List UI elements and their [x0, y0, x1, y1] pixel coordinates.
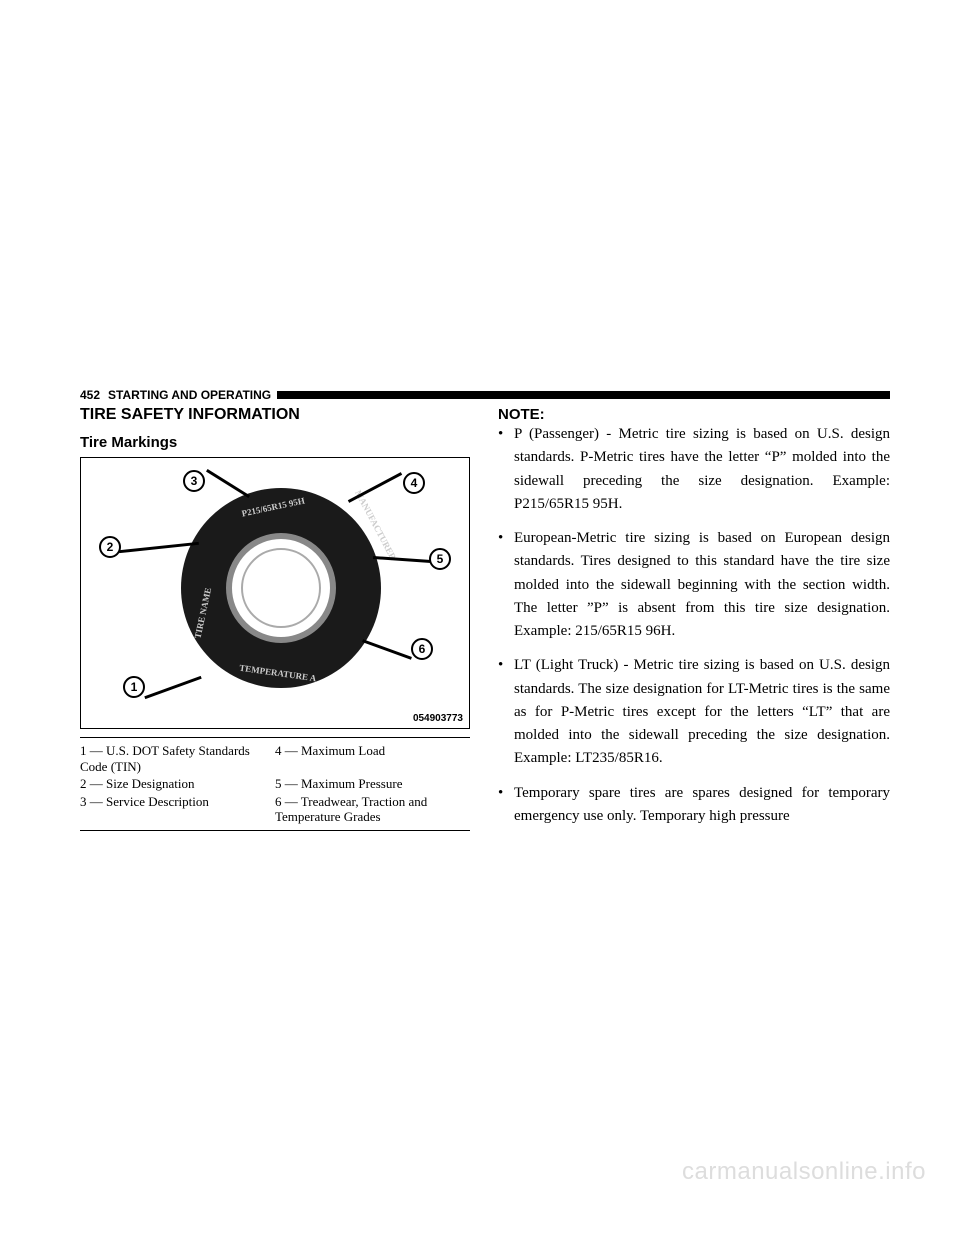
page: 452 STARTING AND OPERATING TIRE SAFETY I… [0, 0, 960, 1242]
bullet-list: P (Passenger) - Metric tire sizing is ba… [498, 423, 890, 828]
legend-right: 4 — Maximum Load [275, 738, 470, 776]
left-column: TIRE SAFETY INFORMATION Tire Markings P2… [80, 406, 470, 839]
legend-left: 1 — U.S. DOT Safety Standards Code (TIN) [80, 738, 275, 776]
page-number: 452 [80, 388, 100, 402]
subsection-title: Tire Markings [80, 434, 470, 451]
legend-table: 1 — U.S. DOT Safety Standards Code (TIN)… [80, 737, 470, 831]
table-row: 3 — Service Description6 — Treadwear, Tr… [80, 793, 470, 831]
callout-5: 5 [429, 548, 451, 570]
header-bar [277, 391, 890, 399]
watermark: carmanualsonline.info [682, 1158, 926, 1186]
section-name: STARTING AND OPERATING [108, 388, 271, 402]
arrow-icon [362, 639, 412, 660]
legend-right: 6 — Treadwear, Traction and Temperature … [275, 793, 470, 831]
arrow-icon [373, 556, 431, 563]
section-title: TIRE SAFETY INFORMATION [80, 406, 470, 424]
arrow-icon [206, 469, 250, 498]
right-column: NOTE: P (Passenger) - Metric tire sizing… [498, 406, 890, 839]
list-item: European-Metric tire sizing is based on … [498, 527, 890, 643]
arrow-icon [144, 676, 201, 699]
page-header: 452 STARTING AND OPERATING [80, 388, 890, 402]
arrow-icon [348, 472, 402, 503]
image-id: 054903773 [413, 713, 463, 724]
tire-hub-icon [241, 548, 321, 628]
table-row: 2 — Size Designation5 — Maximum Pressure [80, 775, 470, 793]
note-label: NOTE: [498, 406, 890, 423]
columns: TIRE SAFETY INFORMATION Tire Markings P2… [80, 406, 890, 839]
legend-left: 2 — Size Designation [80, 775, 275, 793]
tire-diagram: P215/65R15 95H MANUFACTURER TIRE NAME TE… [80, 457, 470, 729]
callout-4: 4 [403, 472, 425, 494]
legend-left: 3 — Service Description [80, 793, 275, 831]
callout-6: 6 [411, 638, 433, 660]
callout-1: 1 [123, 676, 145, 698]
callout-2: 2 [99, 536, 121, 558]
list-item: LT (Light Truck) - Metric tire sizing is… [498, 654, 890, 770]
list-item: P (Passenger) - Metric tire sizing is ba… [498, 423, 890, 516]
callout-3: 3 [183, 470, 205, 492]
table-row: 1 — U.S. DOT Safety Standards Code (TIN)… [80, 738, 470, 776]
list-item: Temporary spare tires are spares designe… [498, 782, 890, 829]
legend-right: 5 — Maximum Pressure [275, 775, 470, 793]
